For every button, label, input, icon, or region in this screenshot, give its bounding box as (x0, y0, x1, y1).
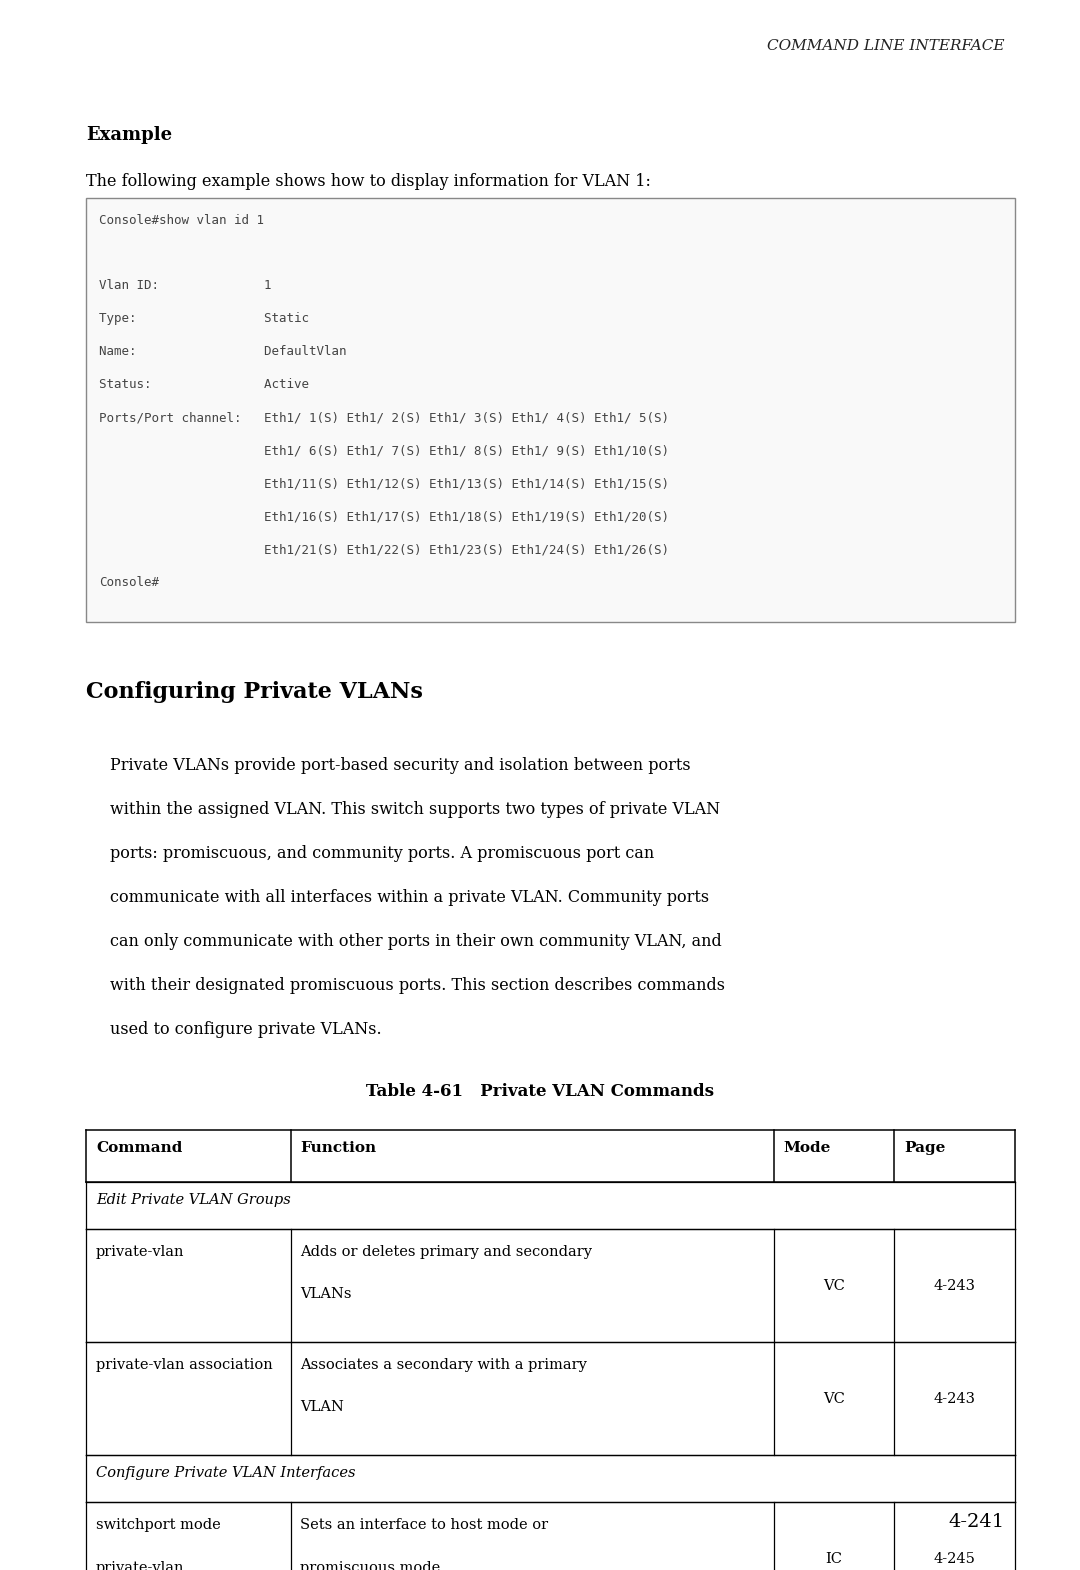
Text: VLAN: VLAN (300, 1400, 345, 1415)
Text: Vlan ID:              1: Vlan ID: 1 (99, 279, 272, 292)
Text: Name:                 DefaultVlan: Name: DefaultVlan (99, 345, 347, 358)
Text: COMMAND LINE INTERFACE: COMMAND LINE INTERFACE (767, 39, 1004, 53)
FancyBboxPatch shape (86, 1455, 1015, 1502)
Text: VC: VC (823, 1280, 845, 1292)
Text: promiscuous mode: promiscuous mode (300, 1561, 441, 1570)
Text: Example: Example (86, 126, 173, 143)
Text: Ports/Port channel:   Eth1/ 1(S) Eth1/ 2(S) Eth1/ 3(S) Eth1/ 4(S) Eth1/ 5(S): Ports/Port channel: Eth1/ 1(S) Eth1/ 2(S… (99, 411, 670, 424)
Text: Eth1/ 6(S) Eth1/ 7(S) Eth1/ 8(S) Eth1/ 9(S) Eth1/10(S): Eth1/ 6(S) Eth1/ 7(S) Eth1/ 8(S) Eth1/ 9… (99, 444, 670, 457)
Text: 4-245: 4-245 (934, 1553, 975, 1565)
Text: Console#show vlan id 1: Console#show vlan id 1 (99, 214, 265, 226)
Text: Page: Page (904, 1141, 946, 1156)
Text: private-vlan: private-vlan (96, 1561, 185, 1570)
Text: Mode: Mode (783, 1141, 831, 1156)
Text: Sets an interface to host mode or: Sets an interface to host mode or (300, 1518, 549, 1532)
Text: private-vlan: private-vlan (96, 1245, 185, 1259)
FancyBboxPatch shape (86, 1502, 1015, 1570)
Text: Configuring Private VLANs: Configuring Private VLANs (86, 681, 423, 703)
Text: Type:                 Static: Type: Static (99, 312, 309, 325)
Text: Edit Private VLAN Groups: Edit Private VLAN Groups (96, 1193, 291, 1207)
Text: Status:               Active: Status: Active (99, 378, 309, 391)
Text: with their designated promiscuous ports. This section describes commands: with their designated promiscuous ports.… (110, 977, 725, 994)
Text: can only communicate with other ports in their own community VLAN, and: can only communicate with other ports in… (110, 933, 721, 950)
Text: 4-243: 4-243 (934, 1393, 976, 1405)
FancyBboxPatch shape (86, 1182, 1015, 1229)
Text: Table 4-61   Private VLAN Commands: Table 4-61 Private VLAN Commands (366, 1083, 714, 1101)
Text: VLANs: VLANs (300, 1287, 352, 1302)
Text: Eth1/16(S) Eth1/17(S) Eth1/18(S) Eth1/19(S) Eth1/20(S): Eth1/16(S) Eth1/17(S) Eth1/18(S) Eth1/19… (99, 510, 670, 523)
Text: used to configure private VLANs.: used to configure private VLANs. (110, 1020, 382, 1038)
Text: Command: Command (96, 1141, 183, 1156)
Text: 4-243: 4-243 (934, 1280, 976, 1292)
Text: switchport mode: switchport mode (96, 1518, 221, 1532)
Text: Function: Function (300, 1141, 377, 1156)
Text: Console#: Console# (99, 576, 160, 589)
Text: IC: IC (825, 1553, 842, 1565)
FancyBboxPatch shape (86, 198, 1015, 622)
Text: Adds or deletes primary and secondary: Adds or deletes primary and secondary (300, 1245, 593, 1259)
Text: The following example shows how to display information for VLAN 1:: The following example shows how to displ… (86, 173, 651, 190)
Text: VC: VC (823, 1393, 845, 1405)
Text: Associates a secondary with a primary: Associates a secondary with a primary (300, 1358, 588, 1372)
Text: Private VLANs provide port-based security and isolation between ports: Private VLANs provide port-based securit… (110, 757, 691, 774)
Text: private-vlan association: private-vlan association (96, 1358, 273, 1372)
Text: Configure Private VLAN Interfaces: Configure Private VLAN Interfaces (96, 1466, 355, 1481)
Text: communicate with all interfaces within a private VLAN. Community ports: communicate with all interfaces within a… (110, 889, 710, 906)
FancyBboxPatch shape (86, 1130, 1015, 1182)
Text: ports: promiscuous, and community ports. A promiscuous port can: ports: promiscuous, and community ports.… (110, 845, 654, 862)
FancyBboxPatch shape (86, 1342, 1015, 1455)
Text: Eth1/11(S) Eth1/12(S) Eth1/13(S) Eth1/14(S) Eth1/15(S): Eth1/11(S) Eth1/12(S) Eth1/13(S) Eth1/14… (99, 477, 670, 490)
Text: 4-241: 4-241 (948, 1513, 1004, 1531)
Text: Eth1/21(S) Eth1/22(S) Eth1/23(S) Eth1/24(S) Eth1/26(S): Eth1/21(S) Eth1/22(S) Eth1/23(S) Eth1/24… (99, 543, 670, 556)
Text: within the assigned VLAN. This switch supports two types of private VLAN: within the assigned VLAN. This switch su… (110, 801, 720, 818)
FancyBboxPatch shape (86, 1229, 1015, 1342)
